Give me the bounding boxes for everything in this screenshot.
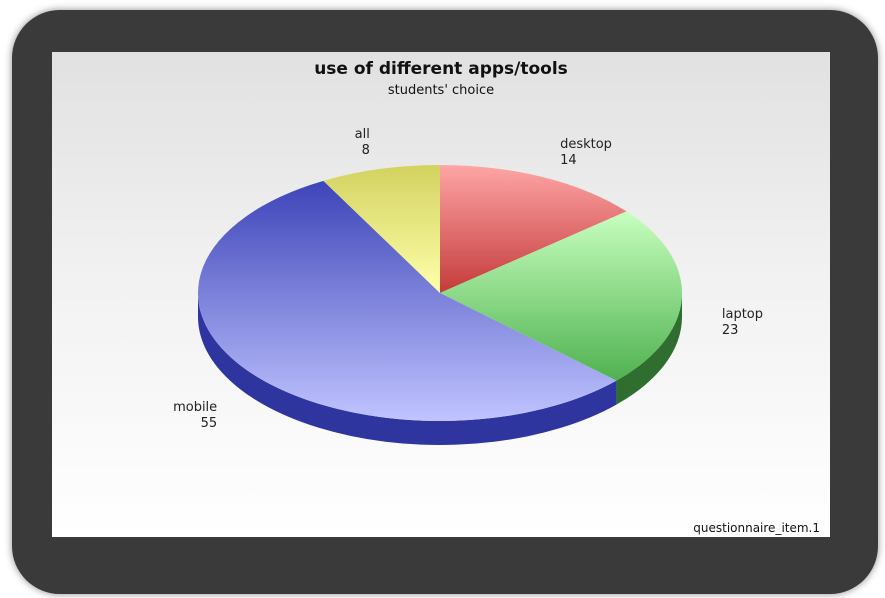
chart-panel: desktop 14 laptop 23 mobile 55 all 8 use of dif… xyxy=(52,52,830,537)
pie-slice-mobile[interactable] xyxy=(197,180,617,421)
slice-label-laptop: laptop xyxy=(722,307,763,322)
slice-value-laptop: 23 xyxy=(722,323,739,338)
pie-side-mobile xyxy=(198,293,617,445)
slice-value-desktop: 14 xyxy=(560,153,577,168)
pie-slice-all[interactable] xyxy=(323,165,440,293)
slice-label-mobile: mobile xyxy=(173,400,217,415)
chart-frame: desktop 14 laptop 23 mobile 55 all 8 use of dif… xyxy=(12,10,878,594)
pie-slice-laptop[interactable] xyxy=(440,211,682,381)
pie-slice-desktop[interactable] xyxy=(440,165,627,293)
pie-side-laptop xyxy=(616,293,682,405)
chart-subtitle: students' choice xyxy=(387,83,495,98)
slice-label-all: all xyxy=(355,127,370,142)
slice-value-mobile: 55 xyxy=(201,416,218,431)
chart-footer: questionnaire_item.1 xyxy=(693,521,820,535)
slice-value-all: 8 xyxy=(362,143,370,158)
slice-label-desktop: desktop xyxy=(560,137,612,152)
chart-title: use of different apps/tools xyxy=(314,59,568,79)
